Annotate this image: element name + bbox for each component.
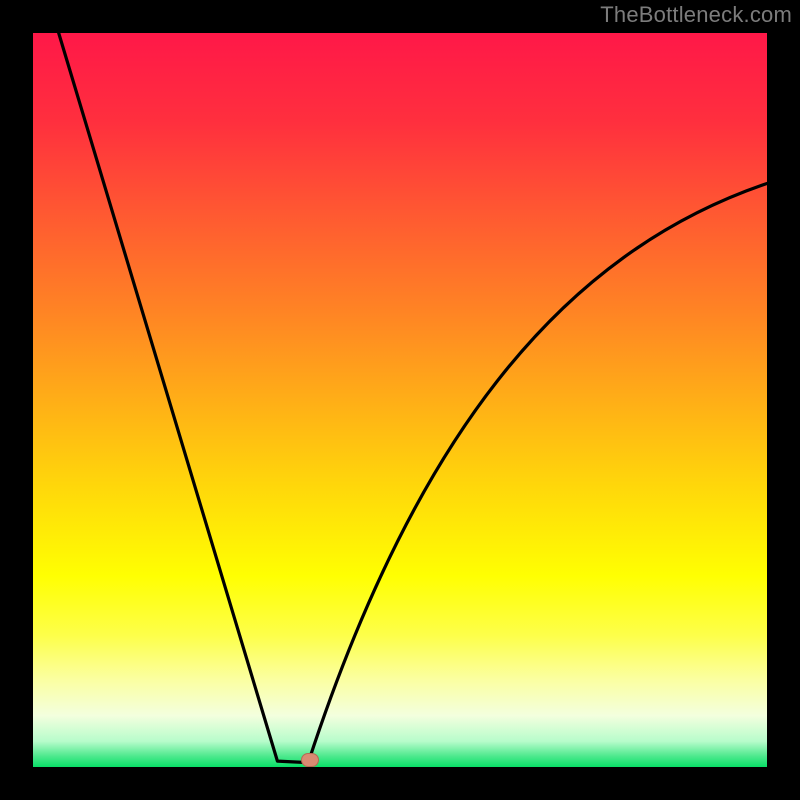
chart-frame	[0, 0, 800, 800]
watermark-text: TheBottleneck.com	[600, 2, 792, 28]
bottleneck-curve	[33, 33, 767, 767]
optimum-marker	[301, 753, 319, 767]
plot-area	[33, 33, 767, 767]
